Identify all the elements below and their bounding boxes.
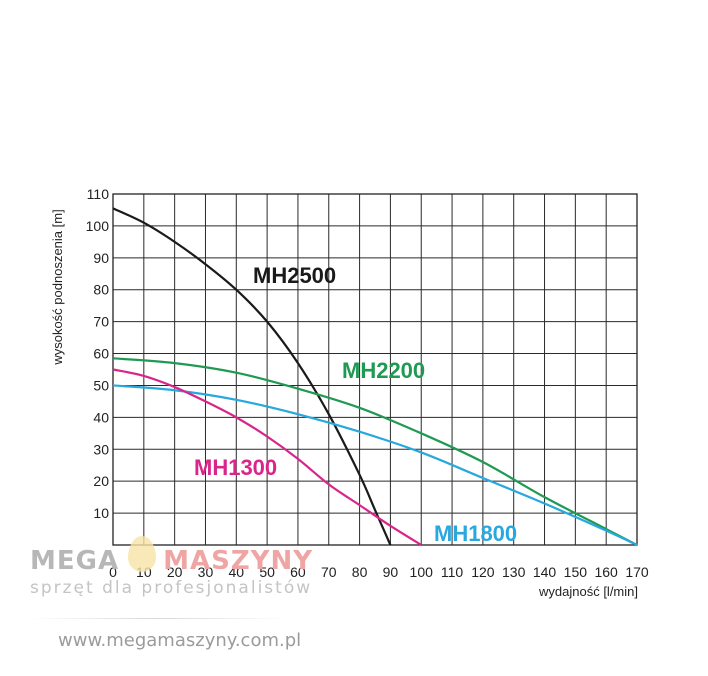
y-tick-label: 40 — [93, 409, 109, 425]
y-tick-label: 70 — [93, 314, 109, 330]
x-axis-label: wydajność [l/min] — [538, 584, 638, 599]
x-tick-label: 120 — [471, 564, 495, 580]
series-label-mh2200: MH2200 — [342, 358, 425, 383]
x-tick-label: 50 — [259, 564, 275, 580]
chart-annotations: MH2500 MH2200 MH1300 MH1800 — [194, 263, 517, 546]
y-tick-label: 60 — [93, 346, 109, 362]
x-tick-label: 60 — [290, 564, 306, 580]
series-line-mh1300 — [112, 368, 422, 546]
y-tick-label: 20 — [93, 473, 109, 489]
series-label-mh1300: MH1300 — [194, 455, 277, 480]
x-tick-label: 70 — [321, 564, 337, 580]
y-tick-label: 50 — [93, 377, 109, 393]
y-tick-label: 100 — [86, 218, 110, 234]
x-tick-label: 130 — [502, 564, 526, 580]
watermark-brand: MEGA MASZYNY — [30, 546, 313, 576]
x-tick-label: 80 — [352, 564, 368, 580]
y-axis-label: wysokość podnoszenia [m] — [50, 209, 65, 365]
x-tick-label: 150 — [564, 564, 588, 580]
x-tick-label: 110 — [441, 564, 464, 580]
watermark-divider — [28, 618, 288, 619]
x-tick-label: 20 — [167, 564, 183, 580]
chart-series — [112, 207, 638, 546]
series-line-mh1800 — [112, 384, 638, 546]
y-tick-label: 110 — [87, 186, 110, 202]
x-tick-label: 0 — [109, 564, 117, 580]
watermark-url: www.megamaszyny.com.pl — [58, 630, 302, 651]
watermark-brand-right: MASZYNY — [163, 546, 314, 576]
y-tick-label: 30 — [93, 441, 109, 457]
x-tick-label: 40 — [229, 564, 245, 580]
x-tick-label: 170 — [625, 564, 649, 580]
x-tick-label: 30 — [198, 564, 214, 580]
x-tick-label: 160 — [594, 564, 618, 580]
watermark-tagline: sprzęt dla profesjonalistów — [30, 578, 313, 598]
watermark-logo-drop — [128, 536, 156, 572]
series-line-mh2500 — [112, 207, 392, 546]
x-tick-label: 100 — [410, 564, 434, 580]
watermark-brand-left: MEGA — [30, 546, 120, 576]
series-line-mh2200 — [112, 357, 638, 546]
series-label-mh2500: MH2500 — [253, 263, 336, 288]
x-tick-label: 140 — [533, 564, 557, 580]
y-axis-ticks: 10 20 30 40 50 60 70 80 90 100 110 — [86, 186, 110, 521]
y-tick-label: 90 — [93, 250, 109, 266]
x-tick-label: 90 — [383, 564, 399, 580]
y-tick-label: 10 — [93, 505, 109, 521]
series-label-mh1800: MH1800 — [434, 521, 517, 546]
x-axis-ticks: 0 10 20 30 40 50 60 70 80 90 100 110 120 130 140 150 160… — [109, 564, 649, 580]
y-tick-label: 80 — [93, 282, 109, 298]
